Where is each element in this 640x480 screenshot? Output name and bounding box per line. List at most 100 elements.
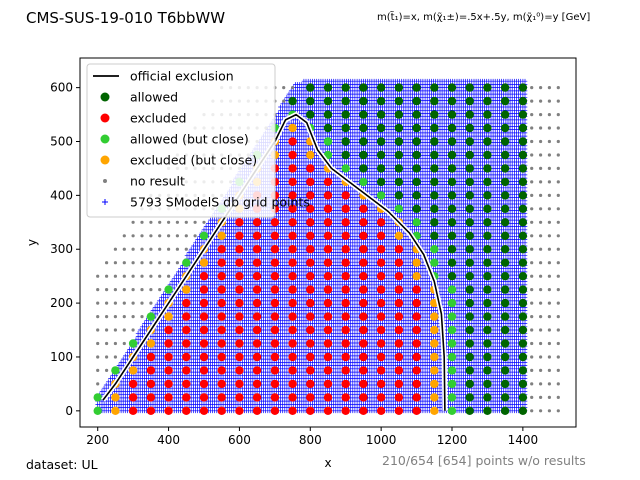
allowed-close-point — [447, 298, 457, 308]
no-result-point — [113, 328, 117, 332]
legend-entry-no-result: no result — [103, 174, 185, 189]
excluded-point — [376, 231, 386, 240]
allowed-point — [376, 177, 386, 187]
excluded-point — [323, 298, 333, 308]
excluded-point — [182, 298, 191, 308]
no-result-point — [547, 86, 552, 90]
allowed-point — [412, 191, 421, 200]
excluded-point — [323, 191, 333, 200]
allowed-point — [483, 298, 492, 308]
excluded-point — [359, 379, 368, 389]
excluded-point — [323, 231, 333, 240]
allowed-point — [500, 231, 510, 240]
excluded-point — [394, 339, 404, 348]
no-result-point — [530, 234, 534, 238]
allowed-point — [465, 325, 474, 335]
excluded-point — [270, 298, 280, 308]
excluded-point — [323, 393, 333, 402]
allowed-close-point — [430, 258, 439, 267]
allowed-point — [500, 298, 510, 308]
allowed-point — [359, 96, 368, 106]
allowed-point — [465, 110, 474, 119]
excluded-point — [376, 379, 386, 389]
no-result-point — [547, 382, 552, 386]
no-result-point — [530, 315, 534, 319]
no-result-point — [539, 409, 543, 413]
allowed-point — [500, 110, 510, 119]
no-result-point — [530, 395, 534, 399]
y-tick-label: 0 — [65, 404, 73, 418]
allowed-point — [518, 83, 528, 92]
no-result-point — [158, 234, 162, 238]
no-result-point — [530, 86, 534, 90]
allowed-point — [288, 96, 297, 106]
no-result-point — [556, 139, 560, 144]
excluded-point — [217, 352, 226, 362]
excluded-point — [341, 272, 350, 281]
no-result-point — [291, 86, 295, 90]
no-result-point — [149, 261, 153, 265]
allowed-point — [341, 110, 350, 119]
excluded-point — [235, 352, 244, 362]
allowed-point — [465, 191, 474, 200]
excluded-point — [182, 379, 191, 389]
allowed-point — [465, 258, 474, 267]
excluded-point — [235, 366, 244, 375]
excluded-point — [323, 339, 333, 348]
allowed-point — [465, 298, 474, 308]
excluded-point — [341, 231, 350, 240]
allowed-point — [483, 393, 492, 402]
no-result-point — [140, 247, 144, 251]
excluded-point — [235, 406, 244, 415]
no-result-point — [96, 274, 100, 278]
excluded-point — [270, 379, 280, 389]
excluded-point — [199, 285, 209, 294]
allowed-point — [500, 191, 510, 200]
excluded-point — [270, 352, 280, 362]
no-result-point — [122, 315, 126, 319]
allowed-point — [518, 110, 528, 119]
allowed-point — [465, 150, 474, 160]
excluded-point — [146, 379, 156, 389]
excluded-point — [376, 245, 386, 254]
result-points-layer — [93, 83, 528, 415]
excluded-point — [270, 218, 280, 227]
excluded-close-point — [412, 258, 421, 267]
no-result-point — [149, 288, 153, 292]
allowed-point — [412, 123, 421, 133]
allowed-close-point — [199, 231, 209, 240]
excluded-point — [217, 339, 226, 348]
allowed-point — [500, 218, 510, 227]
allowed-point — [483, 379, 492, 389]
excluded-point — [359, 258, 368, 267]
dataset-label: dataset: UL — [26, 457, 98, 472]
no-result-point — [131, 328, 135, 332]
no-result-point — [113, 341, 117, 346]
excluded-point — [182, 325, 191, 335]
allowed-point — [412, 96, 421, 106]
allowed-close-point — [430, 245, 439, 254]
no-result-point — [113, 315, 117, 319]
excluded-point — [146, 366, 156, 375]
excluded-point — [306, 339, 315, 348]
excluded-point — [323, 258, 333, 267]
allowed-point — [518, 123, 528, 133]
no-result-point — [539, 234, 543, 238]
excluded-point — [341, 191, 350, 200]
allowed-point — [465, 231, 474, 240]
excluded-point — [252, 325, 262, 335]
excluded-point — [376, 352, 386, 362]
no-result-point — [547, 355, 552, 359]
excluded-point — [288, 339, 297, 348]
excluded-point — [412, 406, 421, 415]
allowed-point — [447, 245, 457, 254]
no-result-point — [175, 261, 179, 265]
allowed-point — [447, 96, 457, 106]
allowed-point — [518, 177, 528, 187]
excluded-point — [199, 325, 209, 335]
no-result-point — [149, 247, 153, 251]
allowed-point — [376, 123, 386, 133]
allowed-point — [518, 339, 528, 348]
no-result-point — [547, 328, 552, 332]
allowed-point — [483, 258, 492, 267]
